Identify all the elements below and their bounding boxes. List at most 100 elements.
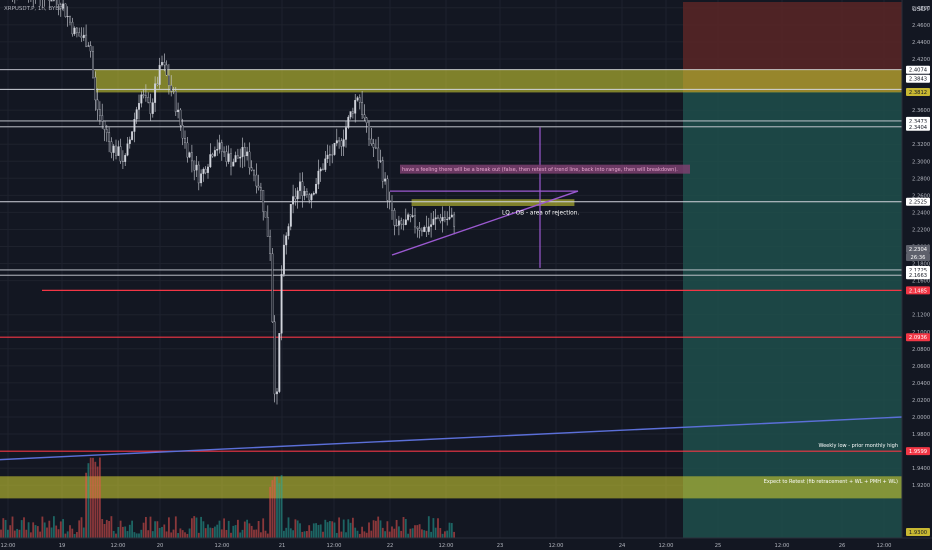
candle-body: [170, 85, 173, 92]
candle-body: [312, 193, 315, 195]
candle-body: [190, 152, 193, 162]
volume-bar: [416, 525, 419, 538]
volume-bar: [278, 483, 281, 538]
candle-body: [138, 103, 140, 110]
symbol-title[interactable]: XRPUSDT.P, 1h, BYBIT: [4, 6, 65, 12]
candle-body: [404, 219, 407, 225]
time-axis-panel[interactable]: [0, 538, 932, 550]
volume-bar: [289, 528, 292, 538]
candle-body: [89, 45, 92, 52]
volume-bar: [411, 528, 414, 538]
volume-bar: [50, 527, 53, 538]
volume-bar: [250, 525, 253, 538]
price-badge-label: 26:36: [911, 255, 926, 261]
candle-body: [92, 51, 94, 78]
volume-bar: [200, 516, 202, 538]
price-badge: [906, 197, 930, 206]
volume-bar: [179, 528, 182, 538]
volume-bar: [301, 531, 304, 538]
candle-body: [379, 160, 382, 162]
volume-bar: [211, 528, 214, 538]
volume-bar: [43, 522, 46, 538]
volume-bar: [232, 525, 235, 538]
breakout-note: have a feeling there will be a break out…: [402, 167, 678, 173]
volume-bar: [85, 472, 87, 538]
volume-bar: [154, 521, 156, 538]
candle-body: [112, 145, 115, 153]
candle-body: [156, 83, 159, 85]
candle-body: [266, 217, 269, 237]
candle-body: [158, 64, 161, 85]
volume-bar: [2, 518, 5, 538]
candle-body: [121, 160, 124, 162]
time-tick-label: 20: [157, 543, 164, 549]
volume-bar: [168, 517, 170, 538]
price-tick-label: 2.4600: [912, 23, 930, 29]
candle-body: [246, 151, 249, 157]
candle-body: [151, 102, 154, 114]
candle-body: [135, 109, 138, 120]
volume-bar: [78, 520, 81, 538]
volume-bar: [418, 524, 421, 538]
price-badge: [906, 253, 930, 261]
price-tick-label: 2.2800: [912, 176, 930, 182]
volume-bar: [294, 519, 297, 538]
volume-bar: [241, 529, 244, 538]
volume-bar: [310, 530, 313, 538]
volume-bar: [158, 527, 161, 538]
volume-bar: [142, 522, 145, 538]
volume-bar: [53, 516, 55, 538]
candle-body: [409, 214, 412, 217]
price-tick-label: 2.2600: [912, 193, 930, 199]
time-tick-label: 26: [839, 543, 846, 549]
volume-bar: [197, 532, 200, 538]
candle-body: [62, 3, 65, 9]
candle-body: [280, 274, 283, 334]
candle-body: [391, 201, 393, 211]
volume-bar: [184, 532, 186, 538]
volume-bar: [386, 521, 389, 538]
candle-body: [197, 164, 200, 184]
candle-body: [195, 164, 198, 171]
volume-bar: [276, 477, 278, 538]
candle-body: [250, 167, 253, 171]
candle-body: [167, 74, 170, 86]
volume-bar: [234, 525, 237, 538]
candle-body: [211, 154, 214, 157]
volume-bar: [239, 532, 242, 538]
volume-bar: [333, 522, 336, 538]
candle-body: [57, 0, 60, 5]
candlesticks: [12, 0, 456, 405]
candle-body: [388, 200, 391, 202]
volume-bar: [11, 516, 14, 538]
price-badge: [906, 88, 930, 97]
candle-body: [264, 211, 267, 218]
candle-body: [386, 178, 389, 201]
candle-body: [310, 194, 313, 201]
candle-body: [253, 170, 255, 176]
candle-body: [331, 154, 334, 156]
candle-body: [243, 147, 246, 157]
volume-bar: [124, 526, 127, 538]
volume-bar: [388, 531, 391, 538]
volume-bar: [368, 522, 370, 538]
time-tick-label: 12:00: [111, 543, 126, 549]
candle-body: [257, 185, 260, 188]
time-tick-label: 21: [279, 543, 286, 549]
price-badge-label: 2.3843: [909, 77, 927, 83]
volume-bar: [354, 527, 357, 538]
candle-body: [103, 121, 106, 130]
volume-bar: [69, 525, 71, 538]
volume-bar: [207, 524, 209, 538]
volume-bar: [156, 521, 159, 538]
volume-bar: [347, 519, 350, 538]
volume-bar: [27, 522, 30, 538]
volume-bar: [448, 522, 451, 538]
volume-bar: [421, 529, 423, 538]
volume-bar: [384, 531, 386, 538]
volume-bar: [191, 518, 193, 538]
price-tick-label: 2.2200: [912, 227, 930, 233]
candle-body: [305, 191, 308, 196]
candle-body: [328, 154, 331, 156]
